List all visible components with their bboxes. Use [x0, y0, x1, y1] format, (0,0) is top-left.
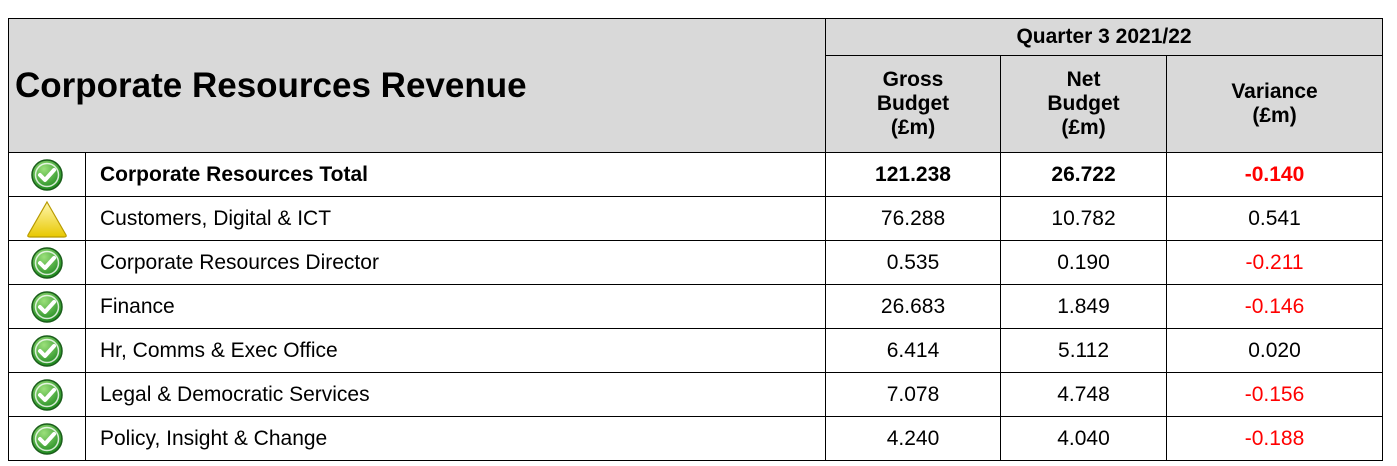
- table-row: Policy, Insight & Change 4.240 4.040 -0.188: [8, 416, 1384, 461]
- icon-part: [31, 334, 63, 367]
- header-row: Corporate Resources Revenue Quarter 3 20…: [7, 18, 1384, 153]
- status-icon: [8, 416, 86, 461]
- column-header-row: Gross Budget (£m) Net Budget (£m) Variance (£m): [9, 55, 1384, 153]
- column-header-line: (£m): [1252, 104, 1297, 127]
- icon-part: [38, 255, 56, 270]
- cell: 10.782: [1000, 196, 1168, 241]
- icon-part: [34, 162, 60, 187]
- title: Corporate Resources Revenue: [7, 18, 827, 153]
- cell: -0.188: [1166, 416, 1384, 461]
- column-header-line: Budget: [876, 92, 950, 115]
- cell: 5.112: [1000, 328, 1168, 373]
- icon-part: [31, 378, 63, 411]
- cell: -0.156: [1166, 372, 1384, 417]
- icon-part: [31, 290, 63, 323]
- icon-part: [27, 200, 67, 238]
- icon-part: [38, 431, 56, 446]
- row-name: Finance: [84, 284, 827, 329]
- icon-part: [34, 338, 60, 363]
- table-row: Corporate Resources Director 0.535 0.190 -0…: [8, 240, 1384, 285]
- icon-part: [34, 250, 60, 275]
- column-header: Net Budget (£m): [1000, 55, 1168, 153]
- status-icon: [8, 328, 86, 373]
- cell: 26.722: [1000, 152, 1168, 197]
- period: Quarter 3 2021/22: [825, 18, 1384, 56]
- icon-part: [31, 246, 63, 279]
- row-name: Hr, Comms & Exec Office: [84, 328, 827, 373]
- column-header-line: Budget: [1047, 92, 1120, 115]
- cell: -0.140: [1166, 152, 1384, 197]
- icon-part: [38, 299, 56, 314]
- status-icon: [8, 284, 86, 329]
- icon-part: [38, 387, 56, 402]
- table-row: Corporate Resources Total 121.238 26.722 -0…: [8, 152, 1384, 197]
- table-row: Customers, Digital & ICT 76.288 10.782 0.54…: [8, 196, 1384, 241]
- row-name: Corporate Resources Total: [84, 152, 827, 197]
- row-name: Customers, Digital & ICT: [84, 196, 827, 241]
- status-icon: [8, 152, 86, 197]
- status-icon: [8, 372, 86, 417]
- table-row: Finance 26.683 1.849 -0.146: [8, 284, 1384, 329]
- row-name: Policy, Insight & Change: [84, 416, 827, 461]
- status-icon: [8, 240, 86, 285]
- icon-part: [31, 422, 63, 455]
- icon-part: [27, 200, 67, 238]
- column-header: Variance (£m): [1166, 55, 1384, 153]
- cell: 0.190: [1000, 240, 1168, 285]
- cell: 4.040: [1000, 416, 1168, 461]
- icon-part: [31, 158, 63, 191]
- icon-part: [34, 382, 60, 407]
- row-name: Legal & Democratic Services: [84, 372, 827, 417]
- table-row: Legal & Democratic Services 7.078 4.748 -0.…: [8, 372, 1384, 417]
- cell: 121.238: [825, 152, 1002, 197]
- cell: 4.240: [825, 416, 1002, 461]
- cell: 4.748: [1000, 372, 1168, 417]
- cell: 0.020: [1166, 328, 1384, 373]
- icon-part: [34, 294, 60, 319]
- cell: 0.541: [1166, 196, 1384, 241]
- column-header-line: (£m): [1061, 116, 1106, 139]
- cell: -0.146: [1166, 284, 1384, 329]
- budget-table: Corporate Resources Revenue Quarter 3 20…: [7, 18, 1384, 461]
- column-header: Gross Budget (£m): [825, 55, 1002, 153]
- cell: 1.849: [1000, 284, 1168, 329]
- column-header-line: Variance: [1231, 80, 1318, 103]
- icon-part: [34, 426, 60, 451]
- cell: 76.288: [825, 196, 1002, 241]
- row-name: Corporate Resources Director: [84, 240, 827, 285]
- column-header-line: Net: [1066, 68, 1101, 91]
- cell: 7.078: [825, 372, 1002, 417]
- table-row: Hr, Comms & Exec Office 6.414 5.112 0.020: [8, 328, 1384, 373]
- column-header-line: Gross: [882, 68, 944, 91]
- icon-part: [38, 343, 56, 358]
- cell: 6.414: [825, 328, 1002, 373]
- cell: 0.535: [825, 240, 1002, 285]
- cell: -0.211: [1166, 240, 1384, 285]
- cell: 26.683: [825, 284, 1002, 329]
- column-header-line: (£m): [890, 116, 936, 139]
- icon-part: [38, 167, 56, 182]
- status-icon: [8, 196, 86, 241]
- table-body: Corporate Resources Revenue Quarter 3 20…: [7, 18, 1384, 461]
